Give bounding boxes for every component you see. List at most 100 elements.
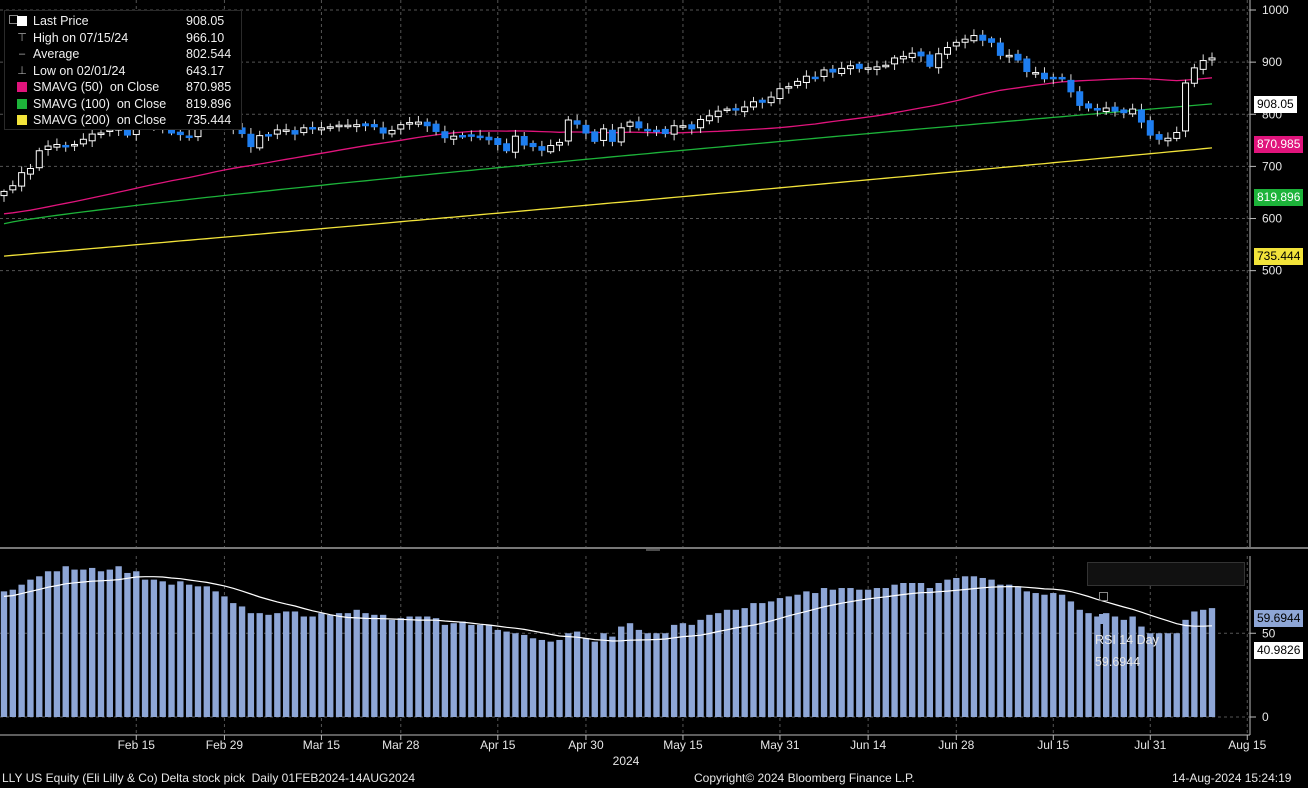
rsi-swatch xyxy=(1098,613,1109,624)
legend-label: SMAVG (50) on Close xyxy=(33,80,160,94)
price-legend: Last Price 908.05 ⊤ High on 07/15/24 966.10 –… xyxy=(4,10,242,130)
rsi-bar xyxy=(335,613,343,717)
x-tick-label: May 31 xyxy=(760,738,800,752)
rsi-bar xyxy=(653,633,660,717)
candle-body xyxy=(1111,106,1119,112)
candle-body xyxy=(600,128,608,141)
candle-body xyxy=(291,130,299,135)
candle-body xyxy=(758,99,766,103)
grid-lines xyxy=(0,0,1250,735)
rsi-bar xyxy=(353,609,360,717)
rsi-bar xyxy=(97,571,105,717)
candle-body xyxy=(626,121,634,127)
rsi-collapse-icon[interactable] xyxy=(1098,592,1108,602)
candle-body xyxy=(282,129,290,132)
legend-label: SMAVG (200) on Close xyxy=(33,113,167,127)
candle-body xyxy=(547,145,555,153)
rsi-bar xyxy=(670,624,678,717)
candle-body xyxy=(996,42,1004,56)
rsi-bar xyxy=(80,569,87,717)
rsi-bar xyxy=(476,624,484,717)
rsi-bar xyxy=(803,591,810,717)
last-price-tag: 908.05 xyxy=(1254,96,1297,113)
rsi-bar xyxy=(485,624,493,717)
rsi-bar xyxy=(529,638,537,717)
candle-body xyxy=(300,127,308,134)
candle-body xyxy=(591,131,599,142)
candle-body xyxy=(9,185,17,191)
rsi-bar xyxy=(36,576,43,717)
legend-value: 735.444 xyxy=(186,113,232,127)
candle-body xyxy=(97,132,105,136)
candle-body xyxy=(1076,91,1084,106)
candle-body xyxy=(767,96,775,104)
candle-body xyxy=(644,128,652,132)
sma200-line xyxy=(3,147,1213,257)
rsi-bar xyxy=(53,571,61,717)
x-tick-label: Apr 30 xyxy=(568,738,604,752)
candle-body xyxy=(988,38,996,43)
legend-value: 870.985 xyxy=(186,80,232,94)
rsi-average-line xyxy=(3,576,1213,642)
rsi-bar xyxy=(1050,593,1057,717)
legend-swatch xyxy=(17,16,27,26)
rsi-bar xyxy=(62,566,69,717)
rsi-bar xyxy=(591,641,598,717)
legend-label: Last Price xyxy=(33,14,89,28)
rsi-bar xyxy=(1147,633,1154,717)
rsi-bar xyxy=(459,621,466,717)
rsi-bar xyxy=(450,623,457,717)
candle-body xyxy=(1129,108,1137,115)
rsi-bar xyxy=(662,633,669,717)
rsi-bar xyxy=(1200,609,1207,717)
rsi-bar xyxy=(1094,616,1101,717)
rsi-bar xyxy=(185,584,193,717)
candle-body xyxy=(679,125,687,128)
candle-body xyxy=(529,142,537,148)
candle-body xyxy=(370,124,378,128)
rsi-bar xyxy=(900,583,907,717)
legend-value: 966.10 xyxy=(186,30,225,45)
candle-body xyxy=(556,141,564,146)
legend-label: Average xyxy=(33,47,80,61)
rsi-bar xyxy=(247,613,255,717)
legend-value: 819.896 xyxy=(186,96,232,111)
rsi-bar xyxy=(944,579,951,717)
rsi-bar xyxy=(150,579,158,717)
candle-body xyxy=(406,122,414,125)
rsi-bar xyxy=(864,589,872,717)
rsi-bar xyxy=(706,614,713,717)
candle-body xyxy=(88,133,96,142)
rsi-legend-label: RSI 14 Day xyxy=(1094,633,1159,647)
rsi-bar xyxy=(115,566,122,717)
footer-center: Copyright© 2024 Bloomberg Finance L.P. xyxy=(694,771,915,785)
rsi-bar xyxy=(538,639,546,717)
candle-body xyxy=(309,127,317,130)
candle-body xyxy=(432,123,440,132)
candle-body xyxy=(794,80,802,86)
candle-body xyxy=(582,124,590,134)
legend-value: 643.17 xyxy=(186,63,225,78)
candle-body xyxy=(820,69,828,77)
rsi-bar xyxy=(970,576,978,717)
candle-body xyxy=(1120,109,1128,114)
candle-body xyxy=(1032,72,1040,75)
candle-body xyxy=(1049,76,1057,80)
candle-body xyxy=(106,129,114,132)
rsi-bar xyxy=(300,616,307,717)
x-tick-label: May 15 xyxy=(663,738,703,752)
rsi-bar xyxy=(415,616,422,717)
rsi-legend: RSI 14 Day 59.6944 xyxy=(1087,562,1245,669)
low-marker-icon: ⊥ xyxy=(17,64,27,77)
sma200-tag: 735.444 xyxy=(1254,248,1304,265)
legend-swatch xyxy=(17,98,27,109)
candle-body xyxy=(450,135,458,140)
rsi-bar xyxy=(9,589,16,717)
candle-body xyxy=(688,124,696,130)
rsi-bar xyxy=(776,598,784,717)
rsi-bar xyxy=(282,611,290,717)
rsi-bar xyxy=(1120,619,1127,717)
rsi-bar xyxy=(468,624,475,717)
